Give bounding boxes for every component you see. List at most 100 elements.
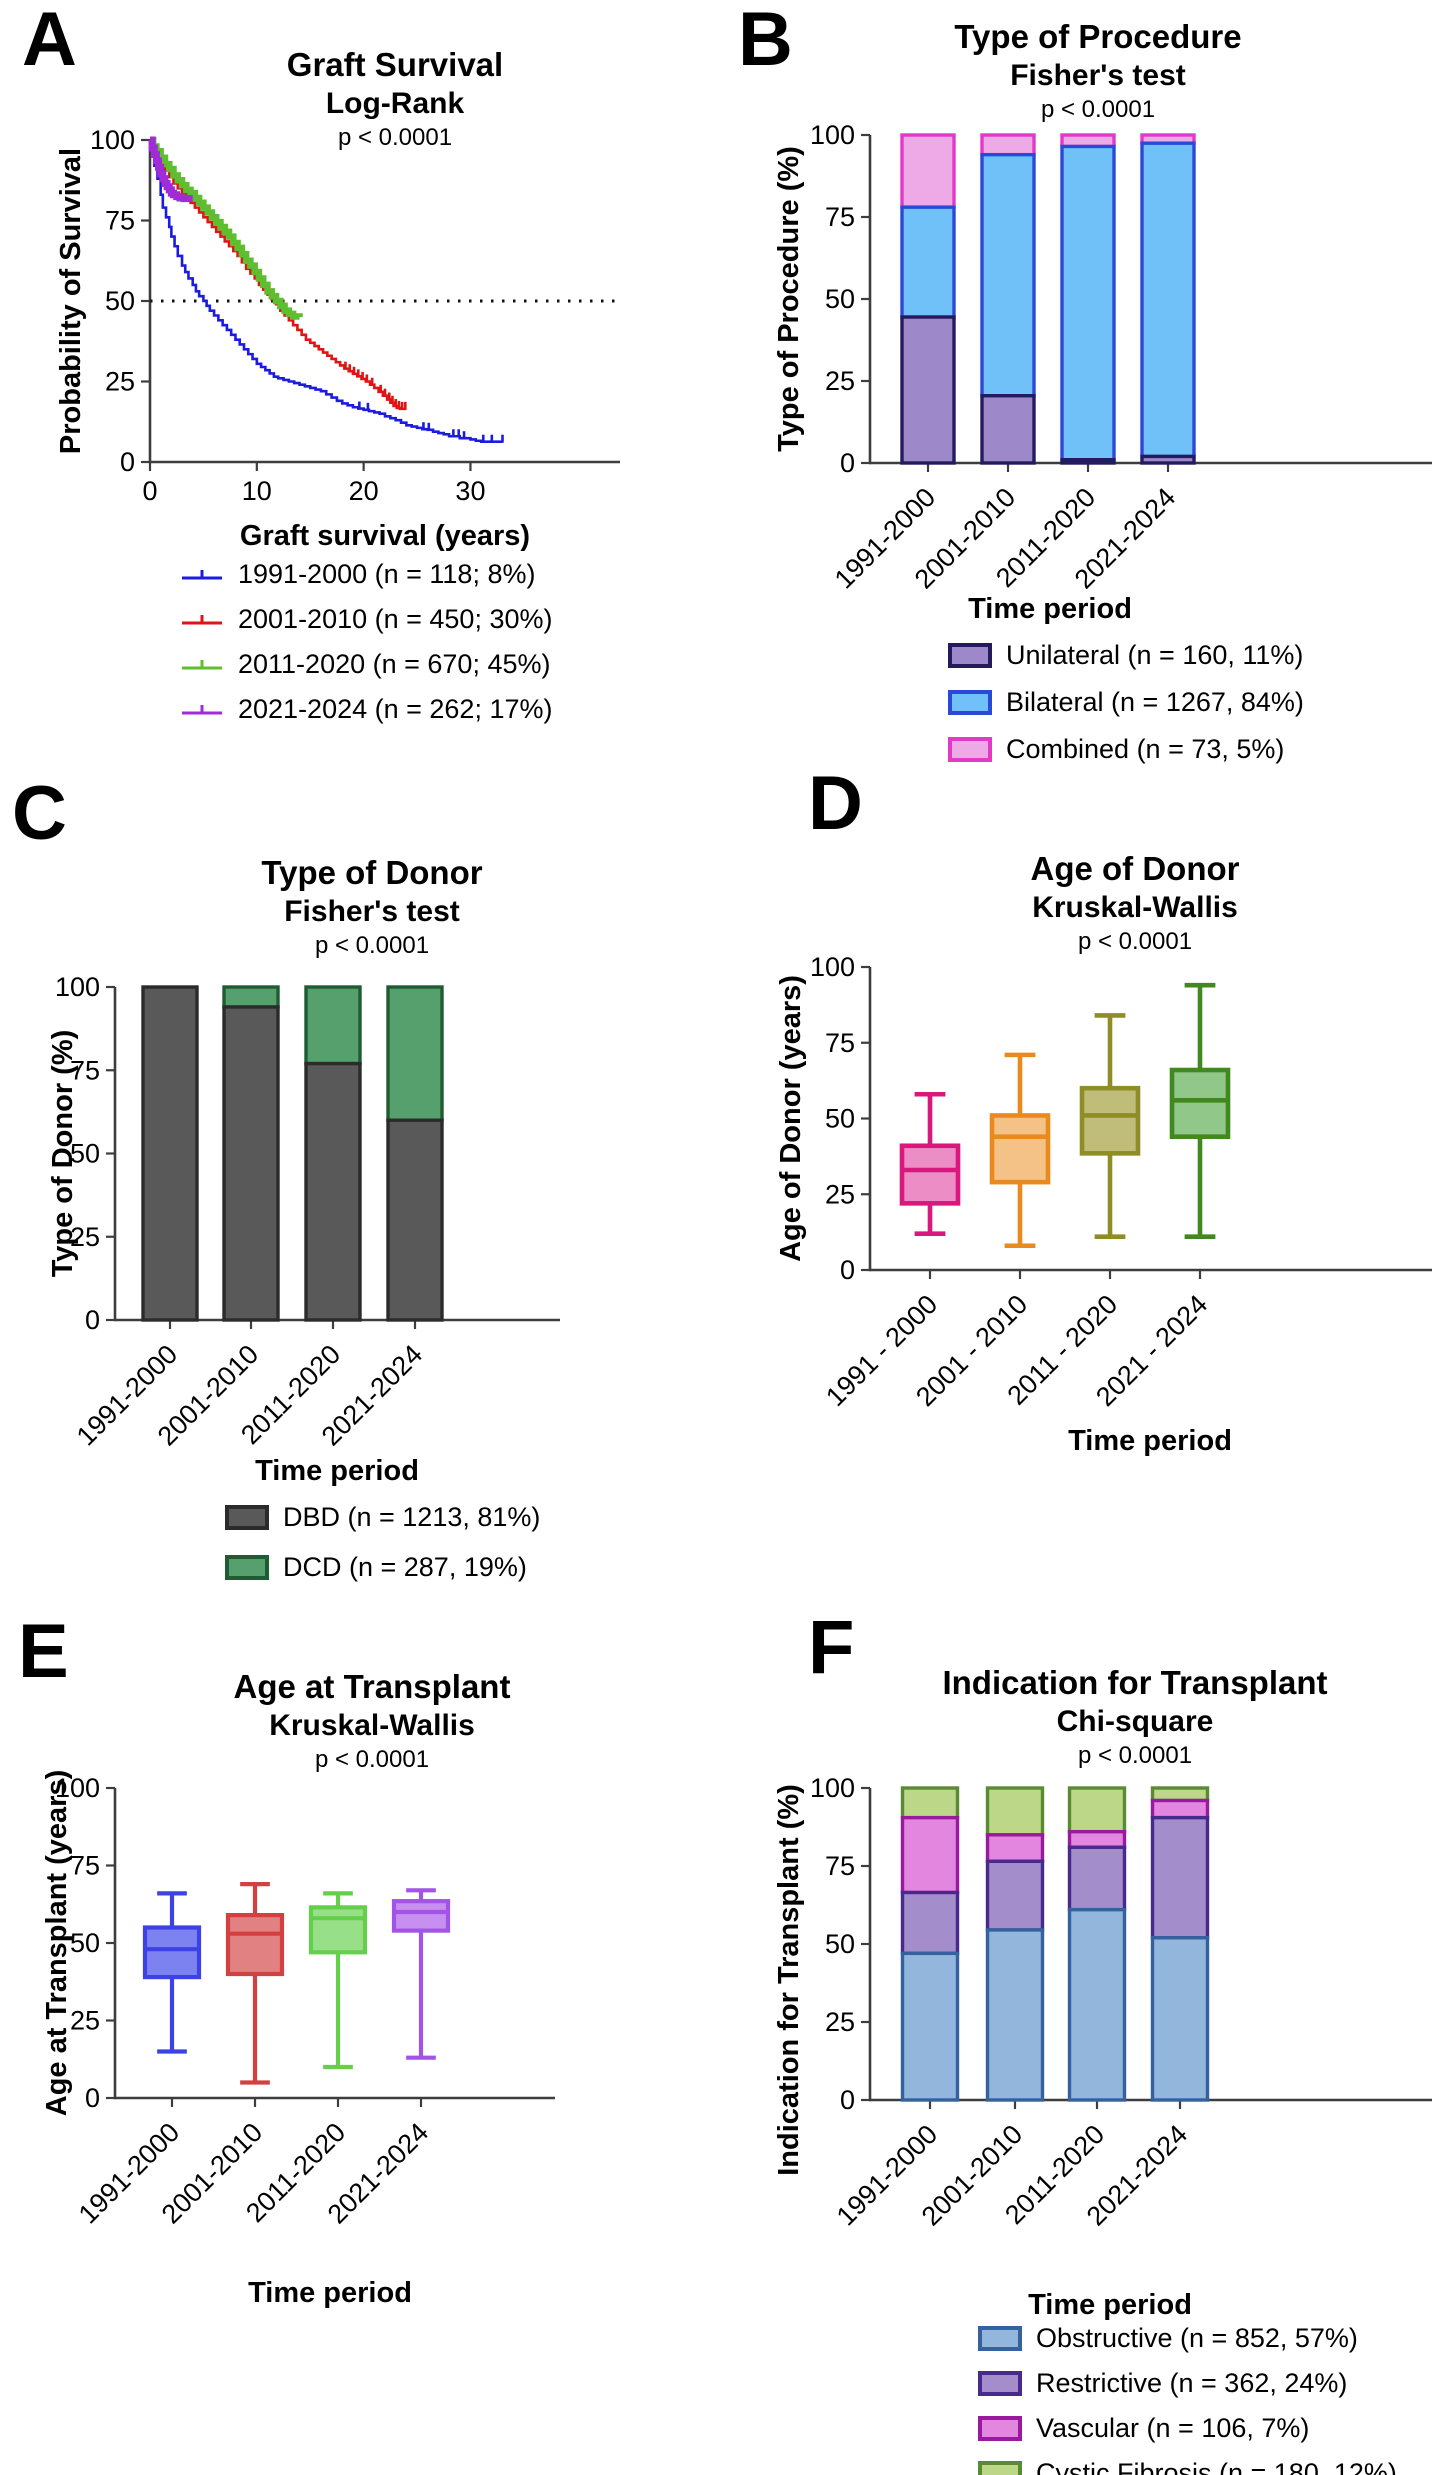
bar-segment: [222, 985, 280, 1009]
legend-item: Bilateral (n = 1267, 84%): [948, 679, 1304, 726]
y-axis-title: Age at Transplant (years): [41, 1770, 73, 2117]
y-tick-label: 0: [840, 2085, 855, 2115]
bar-segment: [900, 205, 956, 319]
box: [225, 1913, 285, 1977]
panel-f: F Indication for Transplant Chi-square p…: [720, 1600, 1441, 2475]
chart-header-e: Age at Transplant Kruskal-Wallis p < 0.0…: [72, 1666, 672, 1775]
chart-title: Type of Procedure: [954, 18, 1242, 55]
bar-segment: [1067, 1829, 1127, 1849]
bar-segment: [304, 1061, 362, 1322]
legend-label: Cystic Fibrosis (n = 180, 12%): [1036, 2458, 1397, 2475]
bar-segment: [985, 1833, 1045, 1864]
chart-pvalue: p < 0.0001: [314, 932, 430, 959]
legend-line-swatch: [182, 704, 222, 714]
legend-line-swatch: [182, 614, 222, 624]
legend-label: Obstructive (n = 852, 57%): [1036, 2323, 1358, 2353]
survival-curve: [148, 136, 193, 203]
chart-header-f: Indication for Transplant Chi-square p <…: [835, 1662, 1435, 1771]
panel-letter-d: D: [808, 761, 863, 846]
legend-color-swatch: [978, 2461, 1022, 2475]
legend-item: DBD (n = 1213, 81%): [225, 1492, 540, 1542]
bar-segment: [1067, 1786, 1127, 1834]
legend-label: 1991-2000 (n = 118; 8%): [238, 559, 536, 589]
bar-segment: [141, 985, 199, 1322]
y-axis-title: Probability of Survival: [55, 148, 87, 454]
y-tick-label: 25: [105, 367, 135, 397]
chart-title: Indication for Transplant: [942, 1664, 1328, 1701]
bar-segment: [386, 1118, 444, 1322]
legend-item: 2001-2010 (n = 450; 30%): [180, 597, 552, 642]
chart-pvalue: p < 0.0001: [337, 124, 453, 151]
bar-segment: [1067, 1845, 1127, 1912]
chart-subtitle: Fisher's test: [1010, 59, 1186, 92]
y-tick-label: 25: [70, 2006, 100, 2036]
chart-pvalue: p < 0.0001: [1077, 928, 1193, 955]
legend-label: Restrictive (n = 362, 24%): [1036, 2368, 1348, 2398]
legend-item: 1991-2000 (n = 118; 8%): [180, 552, 552, 597]
chart-pvalue: p < 0.0001: [314, 1746, 430, 1773]
panel-letter-b: B: [738, 0, 793, 82]
y-axis-title: Indication for Transplant (%): [773, 1784, 805, 2176]
legend-label: Combined (n = 73, 5%): [1006, 734, 1285, 764]
bar-segment: [1067, 1907, 1127, 2102]
y-tick-label: 50: [105, 286, 135, 316]
panel-d: D Age of Donor Kruskal-Wallis p < 0.0001…: [720, 760, 1441, 1600]
bar-segment: [222, 1005, 280, 1322]
y-axis-title: Age of Donor (years): [775, 975, 807, 1262]
bar-segment: [1150, 1786, 1210, 1803]
chart-header-d: Age of Donor Kruskal-Wallis p < 0.0001: [835, 848, 1435, 957]
y-tick-label: 75: [70, 1055, 100, 1085]
chart-subtitle: Fisher's test: [284, 895, 460, 928]
bar-segment: [900, 1815, 960, 1895]
legend-label: 2011-2020 (n = 670; 45%): [238, 649, 551, 679]
y-tick-label: 50: [825, 1104, 855, 1134]
chart-title: Age of Donor: [1030, 850, 1240, 887]
legend-color-swatch: [978, 2371, 1022, 2396]
legend-color-swatch: [225, 1504, 269, 1530]
y-tick-label: 100: [55, 972, 100, 1002]
y-tick-label: 75: [105, 206, 135, 236]
legend-label: DCD (n = 287, 19%): [283, 1551, 527, 1582]
legend-item: 2021-2024 (n = 262; 17%): [180, 687, 552, 732]
bar-segment: [985, 1786, 1045, 1837]
y-tick-label: 75: [70, 1851, 100, 1881]
chart-subtitle: Chi-square: [1056, 1705, 1214, 1738]
bar-segment: [1060, 458, 1116, 465]
y-tick-label: 25: [70, 1222, 100, 1252]
y-tick-label: 25: [825, 366, 855, 396]
chart-subtitle: Kruskal-Wallis: [1032, 891, 1238, 924]
bar-segment: [1140, 454, 1196, 465]
x-axis-title: Time period: [1028, 2289, 1192, 2321]
legend-color-swatch: [225, 1554, 269, 1580]
legend-type-of-donor: DBD (n = 1213, 81%) DCD (n = 287, 19%): [225, 1492, 540, 1592]
panel-b: B Type of Procedure Fisher's test p < 0.…: [720, 0, 1441, 800]
y-tick-label: 100: [90, 125, 135, 155]
panel-letter-f: F: [808, 1605, 854, 1690]
x-tick-label: 20: [349, 476, 379, 506]
x-axis-title: Time period: [1068, 1425, 1232, 1457]
y-tick-label: 0: [840, 448, 855, 478]
y-tick-label: 0: [120, 447, 135, 477]
box: [899, 1143, 961, 1206]
bar-segment: [900, 1890, 960, 1956]
chart-pvalue: p < 0.0001: [1040, 96, 1156, 123]
legend-item: Combined (n = 73, 5%): [948, 726, 1304, 773]
chart-title: Graft Survival: [286, 46, 504, 83]
chart-header-b: Type of Procedure Fisher's test p < 0.00…: [798, 16, 1398, 125]
bar-segment: [980, 133, 1036, 157]
panel-letter-c: C: [12, 771, 67, 856]
legend-label: Vascular (n = 106, 7%): [1036, 2413, 1310, 2443]
chart-subtitle: Kruskal-Wallis: [269, 1709, 475, 1742]
y-tick-label: 50: [70, 1139, 100, 1169]
bar-segment: [980, 394, 1036, 465]
legend-item: Restrictive (n = 362, 24%): [978, 2361, 1397, 2406]
legend-type-of-procedure: Unilateral (n = 160, 11%) Bilateral (n = …: [948, 632, 1304, 773]
chart-header-a: Graft Survival Log-Rank p < 0.0001: [95, 44, 695, 153]
legend-graft-survival: 1991-2000 (n = 118; 8%) 2001-2010 (n = 45…: [180, 552, 552, 732]
bar-segment: [1150, 1798, 1210, 1820]
box: [989, 1113, 1051, 1185]
legend-indication-for-transplant: Obstructive (n = 852, 57%) Restrictive (n…: [978, 2316, 1397, 2475]
